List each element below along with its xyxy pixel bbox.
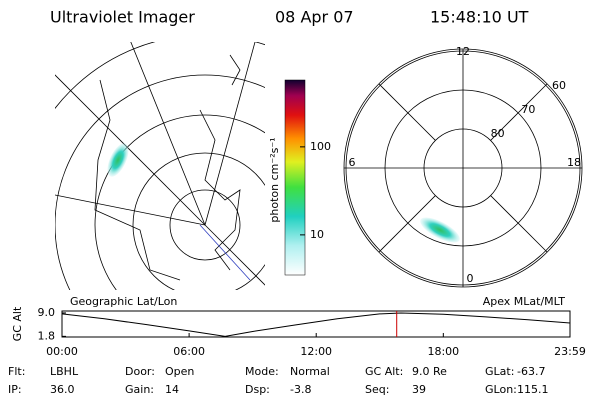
aurora-blob bbox=[420, 217, 460, 243]
x-tick-label: 23:59 bbox=[554, 345, 586, 358]
info-label: GLat: bbox=[485, 365, 514, 378]
info-label: Dsp: bbox=[245, 383, 270, 396]
lat-label: 80 bbox=[491, 127, 505, 140]
x-tick-label: 00:00 bbox=[46, 345, 78, 358]
diag-line bbox=[378, 83, 436, 141]
info-label: GLon: bbox=[485, 383, 517, 396]
info-value: Open bbox=[165, 365, 194, 378]
info-label: Gain: bbox=[125, 383, 154, 396]
info-label: Door: bbox=[125, 365, 155, 378]
colorbar bbox=[284, 79, 306, 276]
altitude-marks: 00:00 06:00 12:00 18:00 23:59 9.0 1.8 bbox=[38, 306, 586, 358]
x-tick-label: 18:00 bbox=[427, 345, 459, 358]
instrument: Ultraviolet Imager bbox=[50, 8, 195, 27]
mlt-label: 18 bbox=[567, 156, 581, 169]
polar-label: Apex MLat/MLT bbox=[483, 295, 566, 308]
info-value: LBHL bbox=[50, 365, 79, 378]
x-tick-label: 06:00 bbox=[173, 345, 205, 358]
info-value: 39 bbox=[412, 383, 426, 396]
polar-plot bbox=[343, 48, 583, 288]
mlt-label: 6 bbox=[349, 156, 356, 169]
mlt-label: 0 bbox=[467, 272, 474, 285]
info-label: Mode: bbox=[245, 365, 279, 378]
info-label: Flt: bbox=[8, 365, 25, 378]
colorbar-tick-label: 100 bbox=[310, 140, 331, 153]
y-tick-label: 1.8 bbox=[38, 329, 56, 342]
info-value: 115.1 bbox=[517, 383, 549, 396]
lat-label: 60 bbox=[552, 79, 566, 92]
altitude-ylabel: GC Alt bbox=[11, 306, 24, 341]
x-tick-label: 12:00 bbox=[300, 345, 332, 358]
y-tick-label: 9.0 bbox=[38, 306, 56, 319]
colorbar-label: photon cm⁻²s⁻¹ bbox=[268, 137, 281, 222]
info-value: Normal bbox=[290, 365, 330, 378]
diag-line bbox=[490, 83, 548, 141]
altitude-line bbox=[61, 312, 571, 337]
info-value: 36.0 bbox=[50, 383, 75, 396]
info-label: GC Alt: bbox=[365, 365, 403, 378]
info-label: IP: bbox=[8, 383, 22, 396]
mlt-label: 12 bbox=[456, 45, 470, 58]
geo-map bbox=[55, 42, 265, 290]
left-panel-label: Geographic Lat/Lon bbox=[70, 295, 177, 308]
info-value: 14 bbox=[165, 383, 179, 396]
date: 08 Apr 07 bbox=[275, 8, 354, 27]
colorbar-ticks: 10 100 bbox=[300, 140, 331, 241]
diag-line bbox=[490, 195, 548, 253]
time: 15:48:10 UT bbox=[430, 8, 529, 27]
info-label: Seq: bbox=[365, 383, 389, 396]
info-value: -63.7 bbox=[517, 365, 545, 378]
info-value: 9.0 Re bbox=[412, 365, 447, 378]
colorbar-tick-label: 10 bbox=[310, 228, 324, 241]
diag-line bbox=[378, 195, 436, 253]
info-value: -3.8 bbox=[290, 383, 311, 396]
footer: Flt: LBHL Door: Open Mode: Normal GC Alt: 9.0 R… bbox=[8, 365, 549, 396]
lat-label: 70 bbox=[521, 103, 535, 116]
